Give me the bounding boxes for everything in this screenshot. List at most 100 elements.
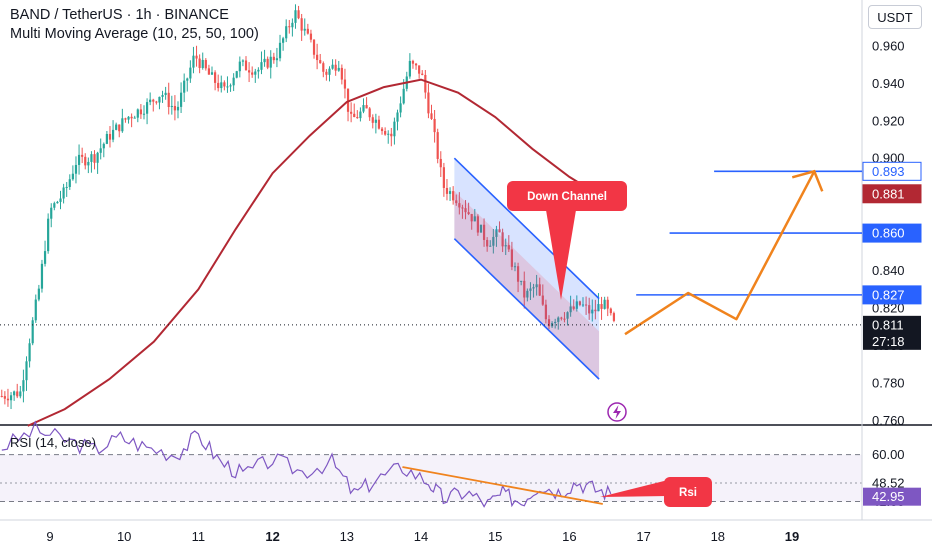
level-label-0.860-text: 0.860: [872, 226, 905, 241]
price-tick-label: 0.920: [872, 113, 905, 128]
candle-body: [28, 343, 31, 362]
candle-body: [600, 304, 603, 309]
candle-body: [288, 26, 291, 28]
rsi-current-box: [863, 487, 921, 506]
candle-body: [248, 70, 251, 73]
candle-body: [557, 317, 560, 322]
candle-body: [266, 58, 269, 68]
candle-body: [473, 216, 476, 222]
candle-body: [31, 320, 34, 344]
candle-body: [356, 117, 359, 119]
candle-body: [229, 85, 232, 87]
candle-body: [158, 96, 161, 103]
symbol-title[interactable]: BAND / TetherUS · 1h · BINANCE: [10, 7, 229, 23]
candle-body: [19, 391, 22, 397]
rsi-line: [1, 420, 612, 508]
candle-body: [396, 112, 399, 122]
candle-body: [115, 124, 118, 130]
candle-body: [495, 229, 498, 237]
rsi-title[interactable]: RSI (14, close): [10, 435, 96, 450]
candle-body: [504, 245, 507, 247]
candle-body: [492, 236, 495, 246]
candle-body: [591, 309, 594, 314]
currency-button[interactable]: USDT: [868, 5, 922, 29]
candle-body: [430, 113, 433, 119]
candle-body: [124, 118, 127, 120]
ma-price-label: 0.881: [862, 184, 922, 204]
candle-body: [213, 72, 217, 83]
candle-body: [322, 63, 325, 72]
candle-body: [59, 198, 62, 202]
candle-body: [380, 128, 384, 132]
candle-body: [25, 361, 28, 381]
candle-body: [337, 67, 340, 71]
candle-body: [121, 118, 124, 132]
indicator-label[interactable]: Multi Moving Average (10, 25, 50, 100): [10, 26, 259, 42]
candle-body: [507, 245, 510, 250]
candle-body: [22, 380, 25, 392]
candle-body: [319, 60, 322, 64]
candle-body: [606, 299, 609, 309]
candle-body: [612, 313, 616, 321]
candle-body: [179, 92, 183, 107]
rsi-callout-box: [664, 477, 712, 507]
candle-body: [87, 161, 90, 166]
candle-body: [0, 395, 3, 397]
candle-body: [309, 33, 313, 40]
candle-body: [183, 80, 186, 93]
candle-body: [275, 58, 279, 61]
candle-body: [217, 82, 220, 89]
candle-body: [118, 124, 121, 132]
candle-body: [77, 154, 81, 165]
candle-body: [603, 299, 606, 309]
level-label-0.827: 0.827: [862, 285, 922, 305]
candle-body: [387, 133, 390, 135]
candles: [0, 4, 616, 410]
candle-body: [139, 109, 142, 115]
candle-body: [532, 287, 535, 289]
candle-body: [192, 55, 195, 68]
candle-body: [47, 218, 50, 252]
level-label-0.860: 0.860: [862, 223, 922, 243]
candle-body: [130, 116, 133, 119]
price-axis: 0.9600.9400.9200.9000.8800.8600.8400.820…: [872, 38, 905, 509]
candle-body: [111, 129, 115, 140]
candle-body: [374, 119, 377, 123]
candle-body: [161, 95, 164, 97]
candle-body: [325, 71, 328, 75]
time-tick-12: 12: [265, 529, 279, 544]
candle-body: [442, 167, 445, 188]
candle-body: [198, 58, 201, 68]
candle-body: [479, 224, 483, 233]
candle-body: [343, 79, 347, 89]
candle-body: [594, 309, 597, 312]
candle-body: [584, 304, 588, 306]
candle-body: [207, 68, 211, 75]
candle-body: [263, 58, 266, 63]
candle-body: [411, 60, 415, 64]
candle-body: [170, 105, 173, 108]
candle-body: [402, 88, 405, 104]
candle-body: [331, 64, 334, 69]
candle-body: [368, 108, 371, 118]
candle-body: [145, 102, 149, 114]
lightning-icon: [607, 402, 627, 422]
callout-pointer: [546, 210, 576, 300]
current-price-text: 0.811: [872, 317, 904, 332]
candle-body: [566, 312, 569, 319]
price-tick-label: 0.840: [872, 263, 905, 278]
candle-body: [516, 266, 520, 282]
candle-body: [81, 154, 84, 157]
candle-body: [260, 62, 263, 70]
candle-body: [609, 308, 612, 314]
rsi-divergence-line: [402, 466, 603, 505]
candle-body: [510, 249, 513, 267]
rsi-current-text: 42.95: [872, 489, 905, 504]
time-tick-11: 11: [192, 529, 206, 544]
level-label-0.827-text: 0.827: [872, 287, 905, 302]
time-tick-15: 15: [488, 529, 502, 544]
candle-body: [424, 74, 427, 93]
level-label-0.893-text: 0.893: [872, 164, 905, 179]
candle-body: [538, 284, 541, 296]
